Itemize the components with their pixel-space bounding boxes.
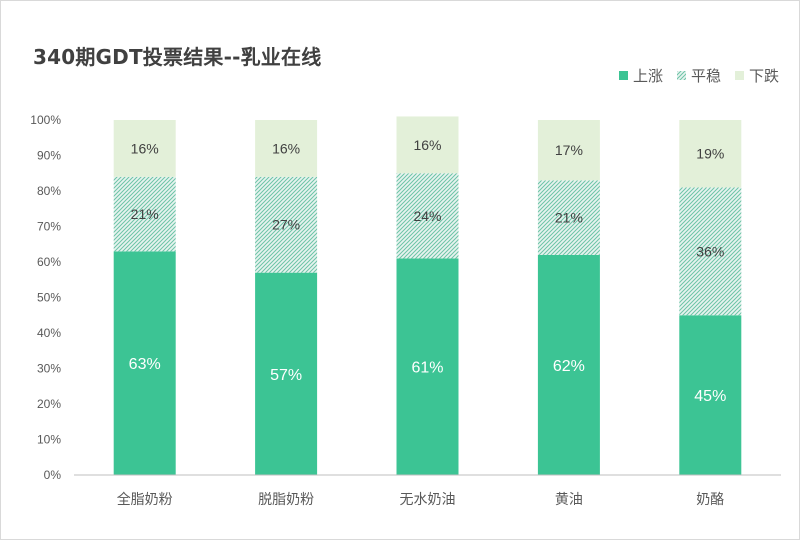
y-axis: 0% 10% 20% 30% 40% 50% 60% 70% 80% 90% 100%: [30, 113, 61, 482]
bar-segment-down: [679, 120, 742, 188]
data-label: 57%: [270, 367, 302, 384]
data-label: 36%: [696, 243, 724, 259]
x-category-label: 无水奶油: [400, 492, 456, 508]
bar-segment-stable: [396, 173, 459, 259]
data-label: 17%: [555, 142, 583, 158]
x-category-label: 黄油: [555, 491, 583, 508]
legend-item-up: 上涨: [618, 65, 663, 86]
data-label: 61%: [411, 360, 443, 377]
data-label: 21%: [131, 206, 159, 222]
data-label: 21%: [555, 210, 583, 226]
legend-swatch-down: [734, 71, 744, 80]
y-tick-label: 90%: [37, 149, 61, 163]
legend-label-down: 下跌: [748, 67, 779, 85]
chart-title: 340期GDT投票结果--乳业在线: [33, 45, 322, 69]
x-axis: 全脂奶粉 脱脂奶粉 无水奶油 黄油 奶酪: [74, 474, 781, 508]
legend-item-stable: 平稳: [676, 65, 721, 86]
data-label: 45%: [694, 388, 726, 405]
data-label: 16%: [272, 140, 300, 156]
x-category-label: 奶酪: [696, 492, 724, 508]
legend-swatch-stable: [676, 71, 686, 80]
x-category-label: 全脂奶粉: [117, 491, 173, 508]
y-tick-label: 20%: [37, 397, 61, 411]
data-label: 16%: [131, 140, 159, 156]
bar-segment-up: [255, 272, 318, 475]
y-tick-label: 50%: [37, 291, 61, 305]
bar-segment-up: [537, 254, 600, 475]
y-tick-label: 80%: [37, 184, 61, 198]
data-label: 24%: [413, 208, 441, 224]
data-label: 27%: [272, 217, 300, 233]
y-tick-label: 60%: [37, 255, 61, 269]
bars: 63% 21% 16% 57% 27% 16% 61% 24% 16% 62% 21% 17% 45% 3…: [113, 116, 742, 475]
bar-segment-down: [255, 120, 318, 177]
legend-item-down: 下跌: [734, 65, 779, 86]
y-tick-label: 30%: [37, 362, 61, 376]
bar-segment-stable: [255, 176, 318, 273]
bar-segment-down: [113, 120, 176, 177]
bar-segment-stable: [537, 180, 600, 255]
x-category-label: 脱脂奶粉: [258, 492, 314, 508]
bar-segment-up: [396, 258, 459, 475]
bar-segment-down: [537, 120, 600, 181]
legend-swatch-up: [618, 71, 628, 80]
y-tick-label: 100%: [30, 113, 61, 127]
data-label: 16%: [413, 137, 441, 153]
bar-segment-stable: [679, 187, 742, 316]
data-label: 62%: [553, 358, 585, 375]
y-tick-label: 70%: [37, 220, 61, 234]
y-tick-label: 10%: [37, 433, 61, 447]
data-label: 63%: [129, 356, 161, 373]
bar-segment-up: [679, 315, 742, 475]
legend-label-stable: 平稳: [690, 67, 721, 85]
data-label: 19%: [696, 146, 724, 162]
bar-segment-stable: [113, 176, 176, 252]
legend-label-up: 上涨: [632, 67, 663, 85]
bar-segment-up: [113, 251, 176, 475]
y-tick-label: 0%: [44, 468, 62, 482]
y-tick-label: 40%: [37, 326, 61, 340]
legend: 上涨 平稳 下跌: [618, 65, 779, 86]
bar-segment-down: [396, 116, 459, 174]
